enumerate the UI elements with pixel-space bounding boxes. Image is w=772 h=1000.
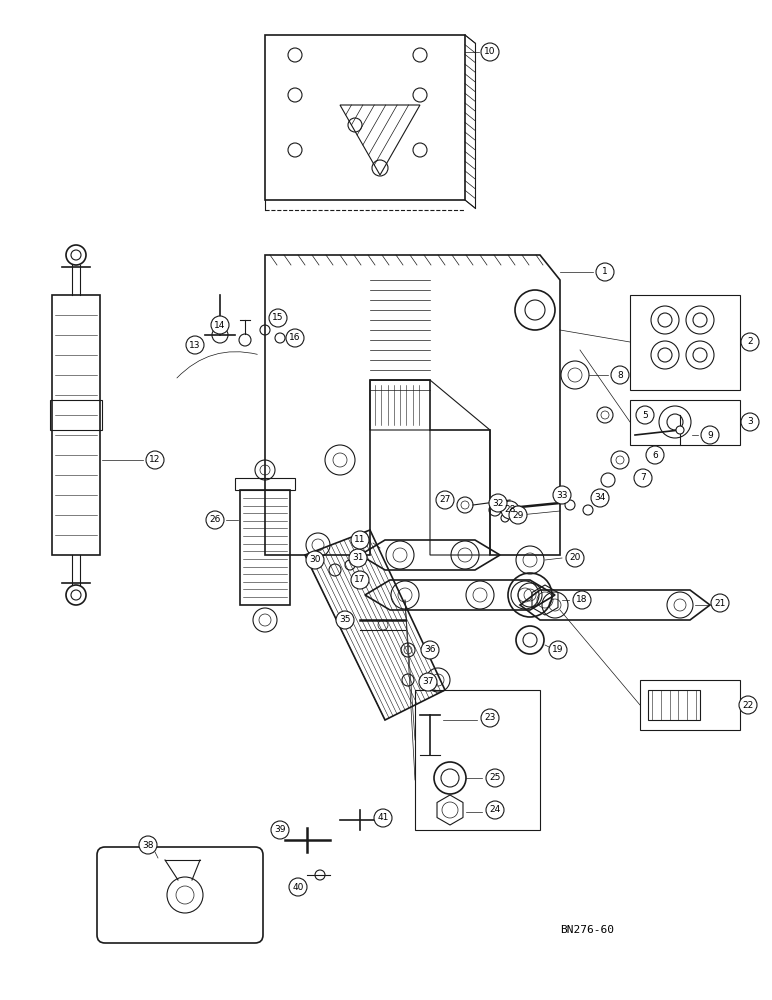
Circle shape — [486, 801, 504, 819]
Circle shape — [139, 836, 157, 854]
Text: 27: 27 — [439, 495, 451, 504]
Circle shape — [489, 494, 507, 512]
Circle shape — [351, 571, 369, 589]
Circle shape — [676, 426, 684, 434]
Text: 33: 33 — [557, 490, 567, 499]
Text: 11: 11 — [354, 536, 366, 544]
Circle shape — [573, 591, 591, 609]
Circle shape — [186, 336, 204, 354]
Circle shape — [436, 491, 454, 509]
Circle shape — [146, 451, 164, 469]
Circle shape — [286, 329, 304, 347]
Circle shape — [306, 551, 324, 569]
Text: 7: 7 — [640, 474, 646, 483]
Circle shape — [421, 641, 439, 659]
Circle shape — [591, 489, 609, 507]
Circle shape — [741, 333, 759, 351]
Text: 22: 22 — [743, 700, 753, 710]
Text: 39: 39 — [274, 826, 286, 834]
Text: 31: 31 — [352, 554, 364, 562]
Text: 23: 23 — [484, 714, 496, 722]
Text: 10: 10 — [484, 47, 496, 56]
Text: BN276-60: BN276-60 — [560, 925, 614, 935]
Text: 5: 5 — [642, 410, 648, 420]
Text: 32: 32 — [493, 498, 503, 508]
Text: 35: 35 — [339, 615, 350, 624]
Text: 34: 34 — [594, 493, 606, 502]
Circle shape — [566, 549, 584, 567]
Circle shape — [596, 263, 614, 281]
Text: 14: 14 — [215, 320, 225, 330]
Circle shape — [351, 531, 369, 549]
Text: 41: 41 — [378, 814, 388, 822]
Text: 30: 30 — [310, 556, 320, 564]
Text: 13: 13 — [189, 340, 201, 350]
Circle shape — [206, 511, 224, 529]
Text: 15: 15 — [273, 314, 284, 322]
Circle shape — [553, 486, 571, 504]
Text: 21: 21 — [714, 598, 726, 607]
Circle shape — [486, 769, 504, 787]
Text: 12: 12 — [149, 456, 161, 464]
Circle shape — [481, 43, 499, 61]
Circle shape — [501, 501, 519, 519]
Text: 28: 28 — [504, 506, 516, 514]
Text: 17: 17 — [354, 576, 366, 584]
Circle shape — [289, 878, 307, 896]
Text: 19: 19 — [552, 646, 564, 654]
Text: 1: 1 — [602, 267, 608, 276]
Circle shape — [269, 309, 287, 327]
Text: 6: 6 — [652, 450, 658, 460]
Text: 20: 20 — [569, 554, 581, 562]
Circle shape — [611, 366, 629, 384]
Text: 16: 16 — [290, 334, 301, 342]
Circle shape — [549, 641, 567, 659]
Text: 8: 8 — [617, 370, 623, 379]
Circle shape — [741, 413, 759, 431]
Circle shape — [636, 406, 654, 424]
Circle shape — [211, 316, 229, 334]
Circle shape — [739, 696, 757, 714]
Circle shape — [509, 506, 527, 524]
Text: 3: 3 — [747, 418, 753, 426]
Text: 24: 24 — [489, 806, 500, 814]
Circle shape — [646, 446, 664, 464]
Circle shape — [336, 611, 354, 629]
Circle shape — [634, 469, 652, 487]
Text: 18: 18 — [576, 595, 587, 604]
Circle shape — [374, 809, 392, 827]
Text: 25: 25 — [489, 774, 501, 782]
Text: 26: 26 — [209, 516, 221, 524]
Circle shape — [419, 673, 437, 691]
Circle shape — [711, 594, 729, 612]
Text: 40: 40 — [293, 882, 303, 892]
Text: 9: 9 — [707, 430, 713, 440]
Text: 37: 37 — [422, 678, 434, 686]
Circle shape — [701, 426, 719, 444]
Text: 36: 36 — [425, 646, 435, 654]
Text: 2: 2 — [747, 338, 753, 347]
Circle shape — [271, 821, 289, 839]
Text: 38: 38 — [142, 840, 154, 850]
Circle shape — [349, 549, 367, 567]
Text: 29: 29 — [513, 510, 523, 520]
Circle shape — [481, 709, 499, 727]
